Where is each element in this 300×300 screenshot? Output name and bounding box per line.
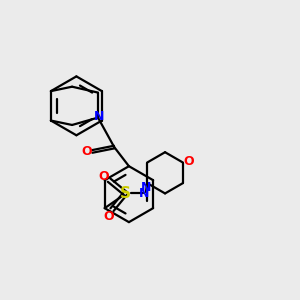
Text: S: S	[120, 186, 131, 201]
Text: O: O	[98, 170, 109, 183]
Text: N: N	[140, 181, 151, 194]
Text: N: N	[139, 187, 150, 200]
Text: O: O	[82, 145, 92, 158]
Text: O: O	[184, 154, 194, 167]
Text: O: O	[104, 210, 114, 223]
Text: N: N	[94, 110, 105, 123]
